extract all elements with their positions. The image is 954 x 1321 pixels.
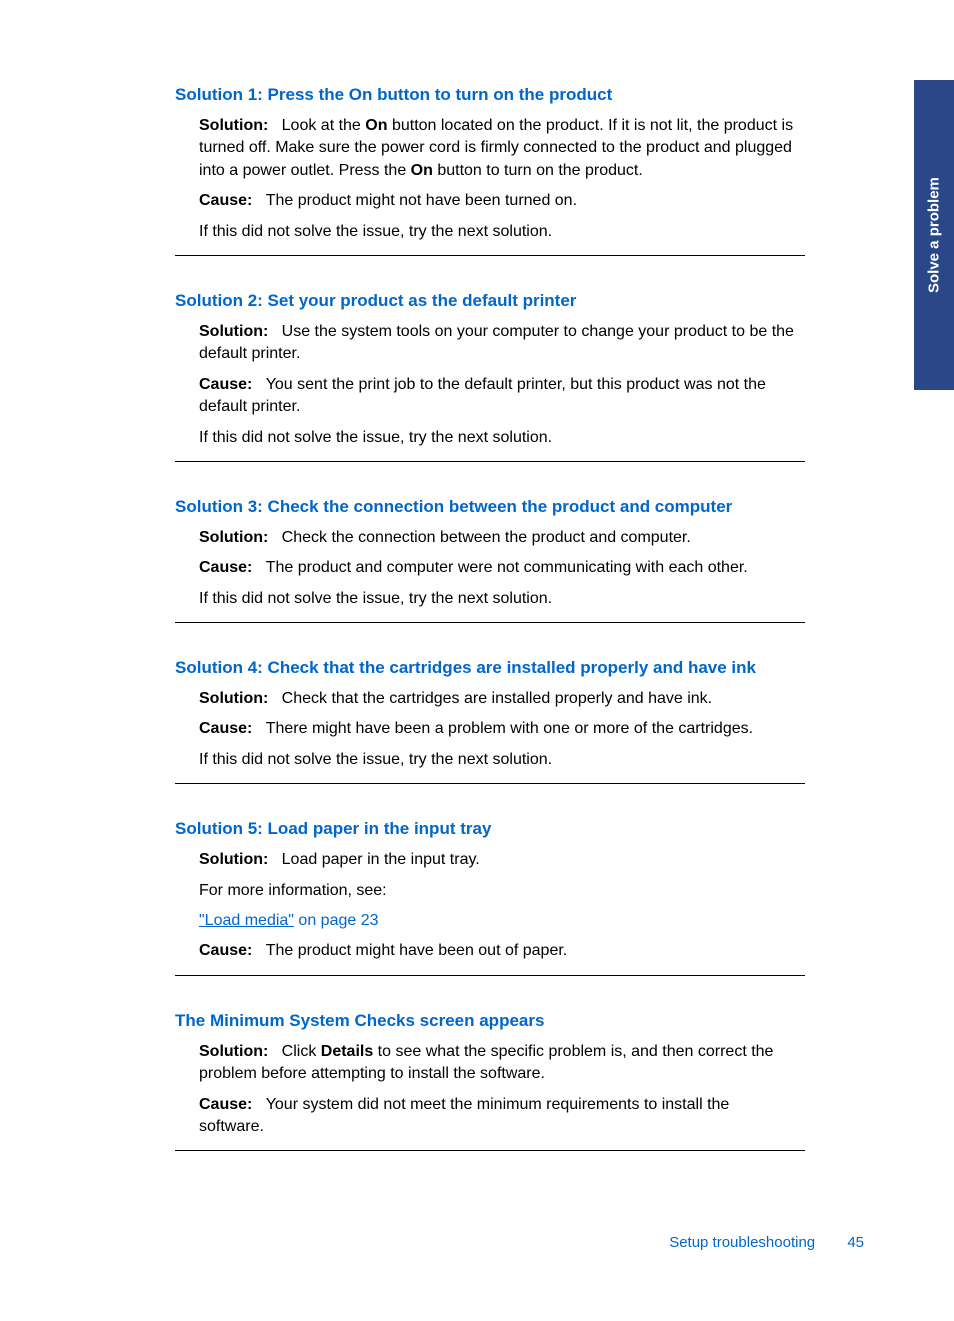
page-container: Solve a problem Solution 1: Press the On… [0, 0, 954, 1321]
cause-text: The product might not have been turned o… [266, 192, 577, 209]
section-divider [175, 975, 805, 976]
solution-text-post: button to turn on the product. [433, 162, 643, 179]
load-media-link[interactable]: "Load media" [199, 912, 294, 929]
cause-paragraph: Cause: There might have been a problem w… [199, 718, 795, 740]
solution-section-2: Solution 2: Set your product as the defa… [175, 291, 805, 462]
footer-page-number: 45 [847, 1234, 864, 1251]
section-heading: The Minimum System Checks screen appears [175, 1011, 805, 1031]
next-solution-text: If this did not solve the issue, try the… [199, 588, 795, 610]
section-heading: Solution 5: Load paper in the input tray [175, 819, 805, 839]
cause-paragraph: Cause: Your system did not meet the mini… [199, 1094, 795, 1139]
section-body: Solution: Check the connection between t… [175, 527, 805, 610]
section-body: Solution: Check that the cartridges are … [175, 688, 805, 771]
cause-label: Cause: [199, 559, 252, 576]
section-body: Solution: Load paper in the input tray. … [175, 849, 805, 963]
info-text: For more information, see: [199, 880, 795, 902]
cause-paragraph: Cause: The product might have been out o… [199, 940, 795, 962]
cause-text: The product and computer were not commun… [266, 559, 748, 576]
solution-section-5: Solution 5: Load paper in the input tray… [175, 819, 805, 976]
solution-text-pre: Look at the [282, 117, 366, 134]
cause-label: Cause: [199, 720, 252, 737]
solution-section-4: Solution 4: Check that the cartridges ar… [175, 658, 805, 784]
section-heading: Solution 4: Check that the cartridges ar… [175, 658, 805, 678]
cause-paragraph: Cause: You sent the print job to the def… [199, 374, 795, 419]
section-divider [175, 255, 805, 256]
solution-label: Solution: [199, 323, 268, 340]
solution-label: Solution: [199, 117, 268, 134]
cause-text: The product might have been out of paper… [266, 942, 568, 959]
cause-label: Cause: [199, 1096, 252, 1113]
section-divider [175, 783, 805, 784]
cause-text: There might have been a problem with one… [266, 720, 753, 737]
solution-label: Solution: [199, 1043, 268, 1060]
content-area: Solution 1: Press the On button to turn … [0, 0, 870, 1151]
cause-label: Cause: [199, 376, 252, 393]
solution-paragraph: Solution: Load paper in the input tray. [199, 849, 795, 871]
solution-text: Use the system tools on your computer to… [199, 323, 794, 362]
cause-label: Cause: [199, 192, 252, 209]
solution-text: Load paper in the input tray. [282, 851, 480, 868]
link-paragraph: "Load media" on page 23 [199, 910, 795, 932]
solution-paragraph: Solution: Look at the On button located … [199, 115, 795, 182]
section-body: Solution: Use the system tools on your c… [175, 321, 805, 449]
side-tab-label: Solve a problem [926, 177, 943, 293]
section-body: Solution: Click Details to see what the … [175, 1041, 805, 1139]
section-heading: Solution 1: Press the On button to turn … [175, 85, 805, 105]
next-solution-text: If this did not solve the issue, try the… [199, 427, 795, 449]
solution-section-1: Solution 1: Press the On button to turn … [175, 85, 805, 256]
solution-paragraph: Solution: Use the system tools on your c… [199, 321, 795, 366]
cause-text: Your system did not meet the minimum req… [199, 1096, 729, 1135]
solution-section-3: Solution 3: Check the connection between… [175, 497, 805, 623]
solution-label: Solution: [199, 851, 268, 868]
solution-bold-2: On [411, 162, 433, 179]
cause-label: Cause: [199, 942, 252, 959]
section-divider [175, 461, 805, 462]
link-suffix: on page 23 [294, 912, 379, 929]
footer-text: Setup troubleshooting [669, 1234, 815, 1251]
cause-text: You sent the print job to the default pr… [199, 376, 766, 415]
solution-bold-1: Details [321, 1043, 373, 1060]
solution-paragraph: Solution: Click Details to see what the … [199, 1041, 795, 1086]
solution-label: Solution: [199, 690, 268, 707]
minimum-system-checks-section: The Minimum System Checks screen appears… [175, 1011, 805, 1152]
solution-text: Check that the cartridges are installed … [282, 690, 712, 707]
cause-paragraph: Cause: The product and computer were not… [199, 557, 795, 579]
solution-text-pre: Click [282, 1043, 321, 1060]
solution-paragraph: Solution: Check the connection between t… [199, 527, 795, 549]
section-divider [175, 622, 805, 623]
solution-paragraph: Solution: Check that the cartridges are … [199, 688, 795, 710]
side-tab: Solve a problem [914, 80, 954, 390]
section-heading: Solution 2: Set your product as the defa… [175, 291, 805, 311]
next-solution-text: If this did not solve the issue, try the… [199, 749, 795, 771]
page-footer: Setup troubleshooting 45 [669, 1234, 864, 1251]
next-solution-text: If this did not solve the issue, try the… [199, 221, 795, 243]
cause-paragraph: Cause: The product might not have been t… [199, 190, 795, 212]
solution-bold-1: On [365, 117, 387, 134]
section-heading: Solution 3: Check the connection between… [175, 497, 805, 517]
section-divider [175, 1150, 805, 1151]
section-body: Solution: Look at the On button located … [175, 115, 805, 243]
solution-text: Check the connection between the product… [282, 529, 691, 546]
solution-label: Solution: [199, 529, 268, 546]
